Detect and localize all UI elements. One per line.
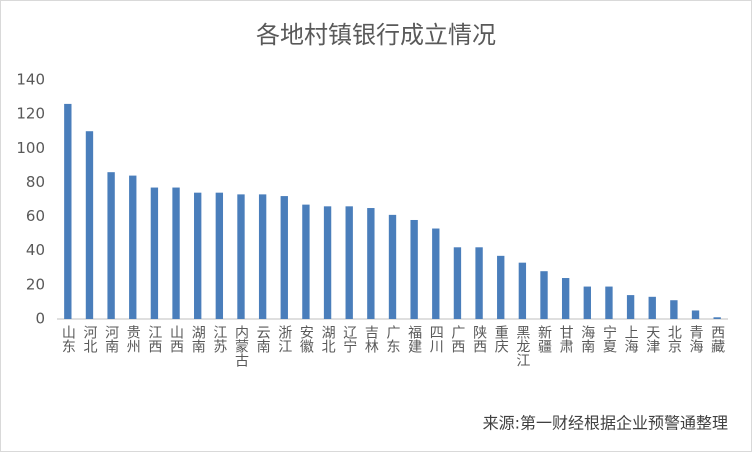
- bar: [713, 317, 721, 319]
- bar: [497, 255, 505, 319]
- bar: [410, 219, 418, 319]
- x-tick-label: 安徽: [298, 325, 314, 353]
- chart-title: 各地村镇银行成立情况: [256, 21, 496, 49]
- bar: [237, 194, 245, 319]
- x-tick-label: 甘肃: [558, 325, 574, 353]
- x-tick-label: 江西: [146, 325, 162, 353]
- x-tick-label: 江苏: [211, 325, 227, 354]
- bar: [475, 247, 483, 319]
- bar: [388, 214, 397, 319]
- y-tick-label: 60: [26, 207, 45, 225]
- bar: [85, 131, 94, 319]
- x-tick-label: 广西: [449, 325, 465, 353]
- x-tick-label: 宁夏: [601, 324, 617, 353]
- y-tick-label: 140: [16, 71, 45, 89]
- bar: [518, 262, 527, 319]
- source-note: 来源:第一财经根据企业预警通整理: [483, 414, 728, 433]
- y-tick-label: 0: [35, 310, 45, 328]
- x-tick-label: 上海: [623, 325, 639, 353]
- y-tick-label: 40: [26, 241, 45, 259]
- bar: [432, 228, 440, 319]
- x-tick-label: 山西: [168, 325, 184, 353]
- x-tick-label: 天津: [644, 325, 660, 353]
- bar: [129, 175, 137, 319]
- bar: [345, 206, 353, 319]
- x-tick-label: 福建: [406, 325, 422, 354]
- y-tick-label: 80: [26, 173, 45, 191]
- x-tick-label: 新疆: [536, 325, 552, 353]
- x-tick-label: 辽宁: [341, 325, 357, 353]
- x-tick-label: 贵州: [125, 325, 141, 353]
- x-tick-label: 内蒙古: [233, 325, 249, 367]
- bar: [258, 194, 267, 319]
- x-tick-label: 广东: [385, 325, 401, 353]
- bar: [626, 295, 635, 319]
- bar: [670, 300, 678, 319]
- x-tick-label: 云南: [255, 325, 271, 353]
- x-tick-label: 青海: [688, 325, 704, 353]
- bar: [215, 192, 224, 319]
- bar: [323, 206, 332, 319]
- bar: [367, 208, 375, 319]
- bar: [107, 172, 115, 319]
- bar: [194, 192, 202, 319]
- bar: [172, 187, 180, 319]
- bar: [583, 286, 591, 319]
- x-tick-label: 黑龙江: [514, 325, 530, 367]
- x-tick-label: 河北: [81, 325, 97, 354]
- x-tick-label: 河南: [103, 325, 119, 353]
- bar: [64, 103, 72, 320]
- x-tick-label: 湖北: [320, 325, 336, 354]
- x-tick-label: 西藏: [709, 325, 725, 353]
- bar: [648, 296, 656, 319]
- y-tick-label: 120: [16, 105, 45, 123]
- x-tick-label: 重庆: [493, 325, 509, 353]
- bar: [691, 310, 700, 319]
- y-tick-label: 100: [16, 139, 45, 157]
- x-tick-label: 湖南: [190, 325, 206, 353]
- x-tick-label: 山东: [60, 325, 76, 353]
- x-tick-label: 海南: [579, 325, 595, 353]
- bar: [453, 247, 462, 319]
- x-tick-label: 北京: [666, 325, 682, 353]
- bar: [280, 196, 288, 319]
- x-tick-label: 陕西: [471, 325, 487, 353]
- x-tick-label: 吉林: [363, 325, 379, 353]
- bar: [150, 187, 159, 319]
- bar: [605, 286, 613, 319]
- bar: [561, 278, 570, 319]
- y-tick-label: 20: [26, 275, 45, 293]
- bar: [540, 271, 548, 319]
- x-tick-label: 浙江: [276, 325, 292, 353]
- x-tick-label: 四川: [428, 325, 444, 353]
- bar: [302, 204, 310, 319]
